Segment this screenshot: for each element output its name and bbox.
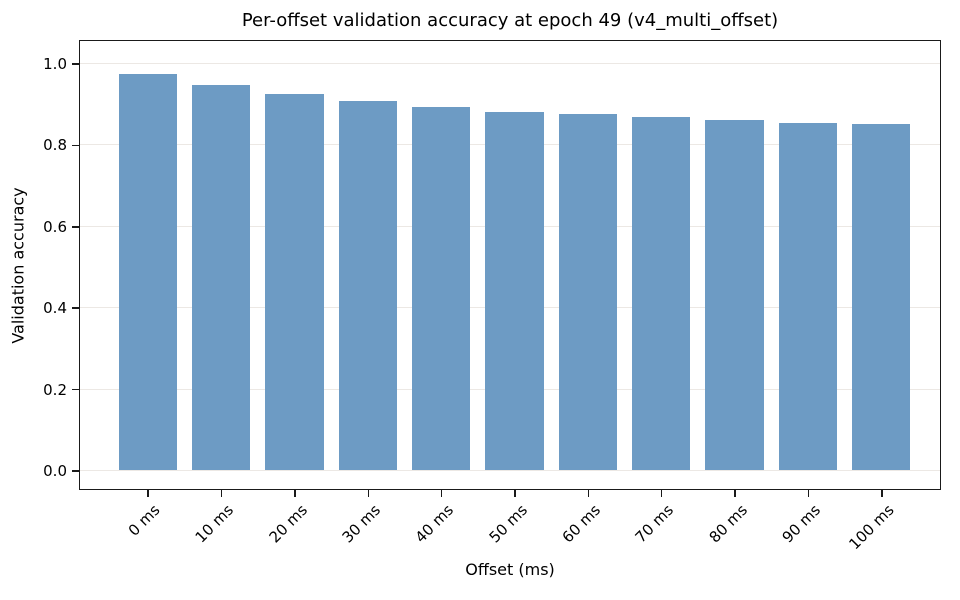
chart-title: Per-offset validation accuracy at epoch … xyxy=(241,10,779,31)
x-tick-label: 100 ms xyxy=(845,501,898,554)
y-tick-label: 0.6 xyxy=(43,217,67,236)
x-tick-label: 30 ms xyxy=(338,501,385,547)
x-tick-mark xyxy=(440,489,443,497)
x-tick-mark xyxy=(660,489,663,497)
y-tick-mark xyxy=(72,307,80,309)
y-tick-label: 1.0 xyxy=(43,55,67,73)
y-axis-label: Validation accuracy xyxy=(0,41,36,489)
x-tick-mark xyxy=(367,489,370,497)
x-tick-mark xyxy=(514,489,516,497)
y-tick-label: 0.4 xyxy=(43,299,67,318)
y-tick-label: 0.2 xyxy=(43,380,67,399)
bar xyxy=(411,107,471,471)
x-tick-label: 60 ms xyxy=(558,501,605,547)
x-tick-mark xyxy=(294,489,296,497)
y-tick-mark xyxy=(72,470,80,472)
y-tick-label: 0.8 xyxy=(43,136,67,155)
bar xyxy=(558,113,617,471)
y-tick-mark xyxy=(72,63,80,65)
bar xyxy=(852,123,911,471)
x-tick-label: 40 ms xyxy=(411,501,458,547)
x-tick-mark xyxy=(587,489,590,497)
bar xyxy=(338,100,397,471)
x-tick-label: 50 ms xyxy=(485,501,531,547)
x-tick-label: 10 ms xyxy=(191,501,238,547)
x-tick-label: 0 ms xyxy=(125,501,164,540)
bar xyxy=(118,74,177,471)
y-tick-mark xyxy=(72,144,80,147)
bar xyxy=(485,111,544,471)
bar xyxy=(191,84,251,471)
plot-area xyxy=(79,40,941,490)
bar xyxy=(265,93,324,471)
x-tick-mark xyxy=(807,489,810,497)
x-tick-mark xyxy=(734,489,736,497)
y-tick-mark xyxy=(72,226,80,228)
bar xyxy=(705,120,764,471)
x-tick-mark xyxy=(220,489,223,497)
y-gridline xyxy=(80,63,940,64)
x-tick-label: 90 ms xyxy=(778,501,825,547)
x-tick-label: 20 ms xyxy=(265,501,311,547)
x-tick-mark xyxy=(147,489,149,497)
x-axis-label: Offset (ms) xyxy=(465,560,555,579)
x-tick-label: 80 ms xyxy=(705,501,751,547)
y-tick-label: 0.0 xyxy=(43,462,67,480)
bar xyxy=(632,116,691,471)
bar xyxy=(778,122,838,471)
x-tick-mark xyxy=(881,489,883,497)
y-axis-label-text: Validation accuracy xyxy=(8,186,28,344)
y-gridline xyxy=(80,470,940,471)
y-tick-mark xyxy=(72,388,80,391)
x-tick-label: 70 ms xyxy=(631,501,678,547)
